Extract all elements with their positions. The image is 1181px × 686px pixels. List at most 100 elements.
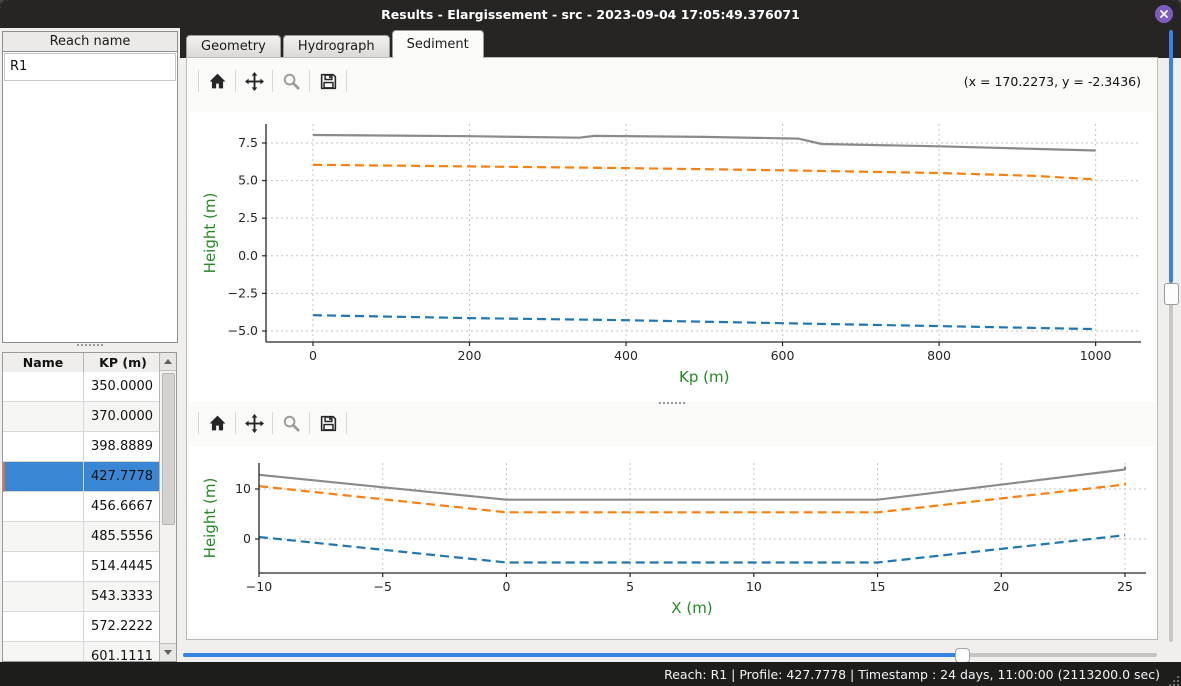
kp-cell[interactable]: 456.6667 (91, 499, 154, 514)
plot-splitter-handle[interactable] (659, 402, 685, 404)
kp-table-row[interactable]: 514.4445 (3, 552, 160, 582)
pan-button[interactable] (239, 68, 269, 94)
plot-toolbar-bottom (195, 408, 350, 438)
kp-table-row[interactable]: 370.0000 (3, 402, 160, 432)
x-tick-label: −10 (246, 579, 272, 594)
kp-cell[interactable]: 543.3333 (91, 589, 154, 604)
series-cross-section-middle-dashed-orange (258, 482, 1127, 514)
x-tick-label: 200 (458, 348, 482, 363)
kp-table-row[interactable]: 572.2222 (3, 612, 160, 642)
toolbar-separator (235, 412, 236, 434)
y-tick-label: 0 (243, 531, 251, 546)
kp-cell[interactable]: 514.4445 (91, 559, 154, 574)
toolbar-separator (235, 70, 236, 92)
x-tick-label: 400 (614, 348, 638, 363)
plot-panel: (x = 170.2273, y = -2.3436) 0 200 400 600 80… (186, 57, 1158, 640)
name-cell[interactable] (3, 642, 84, 661)
scroll-down-button[interactable] (160, 643, 176, 661)
tab-hydrograph[interactable]: Hydrograph (282, 35, 390, 58)
cross-section-plot[interactable]: −10 −5 0 5 10 15 20 25 10 0 X (m) Height (m) (189, 446, 1157, 636)
kp-table-row[interactable]: 601.1111 (3, 642, 160, 662)
save-button[interactable] (313, 410, 343, 436)
vertical-slider[interactable] (1163, 30, 1179, 642)
toolbar-separator (198, 70, 199, 92)
scroll-up-button[interactable] (160, 353, 176, 371)
kp-cell[interactable]: 572.2222 (91, 619, 154, 634)
sidebar-splitter-handle[interactable] (77, 344, 103, 346)
x-tick-label: 10 (746, 579, 762, 594)
scrollbar-handle[interactable] (162, 373, 175, 525)
zoom-button[interactable] (276, 410, 306, 436)
magnifier-icon (283, 415, 300, 432)
close-button[interactable] (1155, 5, 1173, 23)
x-tick-label: 1000 (1080, 348, 1112, 363)
kp-table-body: 350.0000 370.0000 398.8889 427.7778 456.6667… (3, 372, 160, 661)
x-tick-label: 20 (993, 579, 1009, 594)
save-button[interactable] (313, 68, 343, 94)
reach-list: R1 (2, 51, 178, 343)
y-tick-label: 10 (235, 481, 251, 496)
x-tick-label: 25 (1117, 579, 1133, 594)
kp-cell[interactable]: 370.0000 (91, 409, 154, 424)
y-tick-label: 5.0 (238, 173, 258, 188)
kp-table-row[interactable]: 350.0000 (3, 372, 160, 402)
name-cell[interactable] (3, 582, 84, 611)
name-cell[interactable] (3, 522, 84, 551)
name-cell[interactable] (3, 432, 84, 461)
status-bar: Reach: R1 | Profile: 427.7778 | Timestam… (0, 662, 1181, 686)
y-axis-label: Height (m) (201, 478, 219, 559)
kp-table-row[interactable]: 485.5556 (3, 522, 160, 552)
kp-table-row[interactable]: 427.7778 (3, 462, 160, 492)
toolbar-separator (309, 412, 310, 434)
slider-handle[interactable] (955, 648, 971, 663)
toolbar-separator (346, 70, 347, 92)
sidebar: Reach name R1 Name KP (m) 350.0000 370.00… (0, 28, 180, 662)
kp-cell[interactable]: 398.8889 (91, 439, 154, 454)
vertical-slider-track[interactable] (1169, 303, 1173, 642)
toolbar-separator (272, 412, 273, 434)
x-tick-label: 0 (309, 348, 317, 363)
x-tick-label: 5 (626, 579, 634, 594)
kp-table-row[interactable]: 456.6667 (3, 492, 160, 522)
name-cell[interactable] (3, 372, 84, 401)
kp-cell[interactable]: 485.5556 (91, 529, 154, 544)
kp-table-scrollbar[interactable] (159, 353, 176, 661)
name-cell[interactable] (3, 402, 84, 431)
resize-grip[interactable] (1168, 675, 1179, 686)
kp-cell[interactable]: 350.0000 (91, 379, 154, 394)
kp-table-header: Name KP (m) (3, 353, 176, 373)
x-axis-label: X (m) (671, 599, 712, 617)
y-tick-label: 2.5 (238, 210, 258, 225)
tab-sediment[interactable]: Sediment (391, 30, 484, 58)
kp-cell[interactable]: 427.7778 (91, 469, 154, 484)
vertical-slider-handle[interactable] (1164, 283, 1179, 305)
name-cell[interactable] (3, 612, 84, 641)
kp-table-row[interactable]: 543.3333 (3, 582, 160, 612)
name-cell[interactable] (3, 552, 84, 581)
kp-cell[interactable]: 601.1111 (91, 649, 154, 662)
tab-bar: Geometry Hydrograph Sediment (186, 28, 484, 58)
toolbar-separator (198, 412, 199, 434)
home-button[interactable] (202, 68, 232, 94)
kp-table-row[interactable]: 398.8889 (3, 432, 160, 462)
save-floppy-icon (320, 73, 336, 89)
arrow-down-icon (164, 650, 172, 655)
home-button[interactable] (202, 410, 232, 436)
pan-button[interactable] (239, 410, 269, 436)
y-tick-label: 0.0 (238, 248, 258, 263)
reach-list-item[interactable]: R1 (4, 53, 176, 81)
timestamp-slider[interactable] (183, 648, 1157, 663)
toolbar-separator (272, 70, 273, 92)
save-floppy-icon (320, 415, 336, 431)
name-cell[interactable] (3, 492, 84, 521)
home-icon (209, 73, 225, 88)
y-tick-label: −5.0 (228, 323, 258, 338)
name-cell[interactable] (5, 462, 84, 491)
window-title: Results - Elargissement - src - 2023-09-… (381, 6, 800, 22)
zoom-button[interactable] (276, 68, 306, 94)
slider-fill (183, 653, 963, 657)
tab-geometry[interactable]: Geometry (186, 35, 281, 58)
kp-profile-plot[interactable]: 0 200 400 600 800 1000 7.5 5.0 2.5 0.0 −2.5 −5.0 Kp … (189, 112, 1157, 402)
toolbar-separator (309, 70, 310, 92)
